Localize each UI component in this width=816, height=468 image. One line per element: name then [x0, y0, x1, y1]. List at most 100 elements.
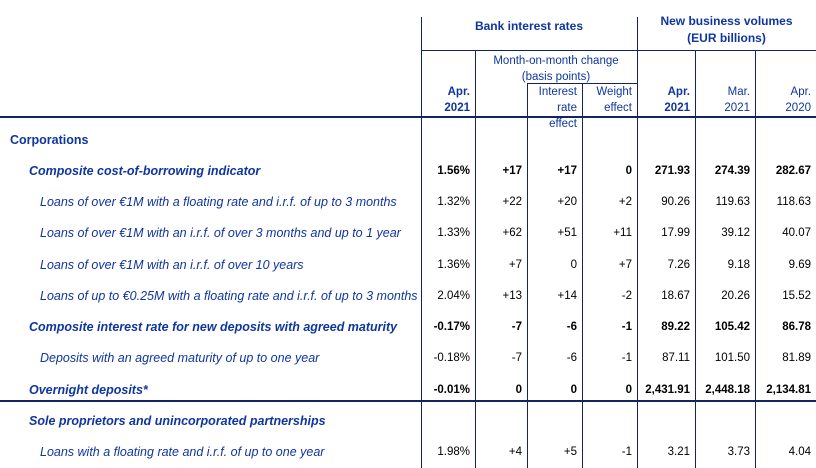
column-header-line: Weight [596, 86, 632, 98]
cell-vol-apr-2021: 90.26 [661, 196, 690, 209]
cell-vol-apr-2021: 17.99 [661, 227, 690, 240]
cell-interest-rate-effect: 0 [570, 383, 577, 396]
row-label: Loans of over €1M with an i.r.f. of over… [40, 226, 401, 241]
cell-mom-change: -7 [511, 321, 522, 334]
cell-mom-change: +7 [508, 258, 522, 271]
cell-vol-apr-2020: 15.52 [782, 289, 811, 302]
column-header-line: Interest [538, 86, 577, 98]
cell-mom-change: -7 [511, 352, 522, 365]
table-row-composite-cost-of-borrowing: Composite cost-of-borrowing indicator 1.… [0, 155, 816, 186]
cell-weight-effect: +2 [618, 196, 632, 209]
cell-vol-apr-2020: 2,134.81 [766, 383, 811, 396]
table-row-corporations: Corporations [0, 124, 816, 155]
row-label: Composite interest rate for new deposits… [29, 320, 398, 335]
row-label: Sole proprietors and unincorporated part… [29, 414, 326, 429]
row-label: Loans of over €1M with a floating rate a… [40, 195, 397, 210]
cell-weight-effect: 0 [625, 164, 632, 177]
group-header-line: New business volumes [660, 14, 793, 28]
cell-vol-apr-2020: 40.07 [782, 227, 811, 240]
cell-rate: -0.01% [433, 383, 470, 396]
cell-vol-apr-2021: 7.26 [667, 258, 690, 271]
cell-vol-apr-2021: 18.67 [661, 289, 690, 302]
table-border-horizontal [527, 83, 637, 84]
cell-vol-apr-2020: 118.63 [776, 196, 811, 209]
cell-rate: 1.56% [437, 164, 470, 177]
cell-vol-mar-2021: 105.42 [714, 321, 750, 334]
cell-vol-mar-2021: 274.39 [714, 164, 750, 177]
column-header-volumes-apr-2020: Apr. 2020 [755, 84, 811, 116]
cell-rate: 1.98% [437, 446, 470, 459]
cell-interest-rate-effect: -6 [566, 321, 577, 334]
table-border-vertical [475, 51, 476, 468]
cell-vol-apr-2021: 2,431.91 [645, 383, 690, 396]
cell-vol-apr-2021: 271.93 [654, 164, 690, 177]
table-row-loans-over-1m-floating: Loans of over €1M with a floating rate a… [0, 187, 816, 218]
cell-mom-change: +17 [502, 164, 522, 177]
table-row-composite-deposits-rate: Composite interest rate for new deposits… [0, 312, 816, 343]
cell-interest-rate-effect: 0 [570, 258, 577, 271]
column-header-line: 2021 [444, 102, 470, 114]
cell-rate: -0.17% [433, 321, 470, 334]
cell-vol-apr-2020: 4.04 [788, 446, 811, 459]
cell-interest-rate-effect: +5 [563, 446, 577, 459]
table-border-header-rule [0, 116, 816, 118]
cell-vol-apr-2020: 81.89 [782, 352, 811, 365]
cell-mom-change: +62 [502, 227, 522, 240]
row-label: Composite cost-of-borrowing indicator [29, 163, 261, 178]
cell-vol-mar-2021: 2,448.18 [705, 383, 750, 396]
cell-interest-rate-effect: -6 [566, 352, 577, 365]
column-header-line: Apr. [790, 86, 811, 98]
column-group-bank-interest-rates: Bank interest rates [474, 19, 584, 33]
table-border-vertical [582, 83, 583, 468]
cell-rate: 2.04% [437, 289, 470, 302]
table-row-deposits-up-to-1y: Deposits with an agreed maturity of up t… [0, 343, 816, 374]
row-label: Overnight deposits* [29, 382, 148, 397]
table-border-vertical [755, 51, 756, 468]
cell-mom-change: +22 [502, 196, 522, 209]
table-border-horizontal [421, 50, 816, 51]
table-row-loans-floating-up-to-1y: Loans with a floating rate and i.r.f. of… [0, 437, 816, 468]
cell-rate: -0.18% [433, 352, 470, 365]
cell-vol-mar-2021: 9.18 [727, 258, 750, 271]
cell-weight-effect: +7 [618, 258, 632, 271]
cell-vol-mar-2021: 101.50 [714, 352, 750, 365]
cell-weight-effect: 0 [625, 383, 632, 396]
cell-weight-effect: +11 [613, 227, 632, 240]
cell-mom-change: +13 [502, 289, 522, 302]
row-label: Loans of up to €0.25M with a floating ra… [40, 288, 418, 303]
column-header-line: Mar. [727, 86, 750, 98]
cell-vol-apr-2020: 9.69 [788, 258, 811, 271]
group-header-line: (EUR billions) [687, 31, 766, 45]
row-label: Corporations [10, 132, 89, 147]
cell-weight-effect: -1 [621, 446, 632, 459]
table-border-vertical [637, 17, 638, 468]
column-header-volumes-apr-2021: Apr. 2021 [637, 84, 690, 116]
column-header-rate-apr-2021: Apr. 2021 [421, 84, 470, 116]
column-header-volumes-mar-2021: Mar. 2021 [695, 84, 750, 116]
row-label: Loans with a floating rate and i.r.f. of… [40, 445, 325, 460]
table-row-sole-proprietors: Sole proprietors and unincorporated part… [0, 405, 816, 436]
table-row-overnight-deposits: Overnight deposits* -0.01% 0 0 0 2,431.9… [0, 374, 816, 405]
cell-interest-rate-effect: +14 [557, 289, 577, 302]
column-header-line: 2021 [724, 102, 750, 114]
cell-vol-apr-2021: 3.21 [667, 446, 690, 459]
cell-interest-rate-effect: +51 [557, 227, 577, 240]
cell-vol-apr-2020: 282.67 [775, 164, 811, 177]
table-border-vertical [421, 17, 422, 468]
table-border-vertical [695, 51, 696, 468]
cell-vol-mar-2021: 39.12 [721, 227, 750, 240]
cell-vol-mar-2021: 119.63 [715, 196, 750, 209]
column-header-interest-rate-effect: Interest rate effect [527, 84, 577, 132]
column-group-month-on-month-change: Month-on-month change (basis points) [475, 53, 637, 85]
table-row-loans-over-1m-3m-1y: Loans of over €1M with an i.r.f. of over… [0, 218, 816, 249]
cell-rate: 1.36% [437, 258, 470, 271]
table-body: Corporations Composite cost-of-borrowing… [0, 124, 816, 468]
column-header-line: Apr. [667, 86, 690, 98]
cell-mom-change: 0 [515, 383, 522, 396]
table-row-loans-up-to-025m: Loans of up to €0.25M with a floating ra… [0, 280, 816, 311]
cell-rate: 1.32% [437, 196, 470, 209]
column-header-line: rate effect [549, 102, 577, 130]
cell-interest-rate-effect: +20 [557, 196, 577, 209]
row-label: Loans of over €1M with an i.r.f. of over… [40, 257, 304, 272]
